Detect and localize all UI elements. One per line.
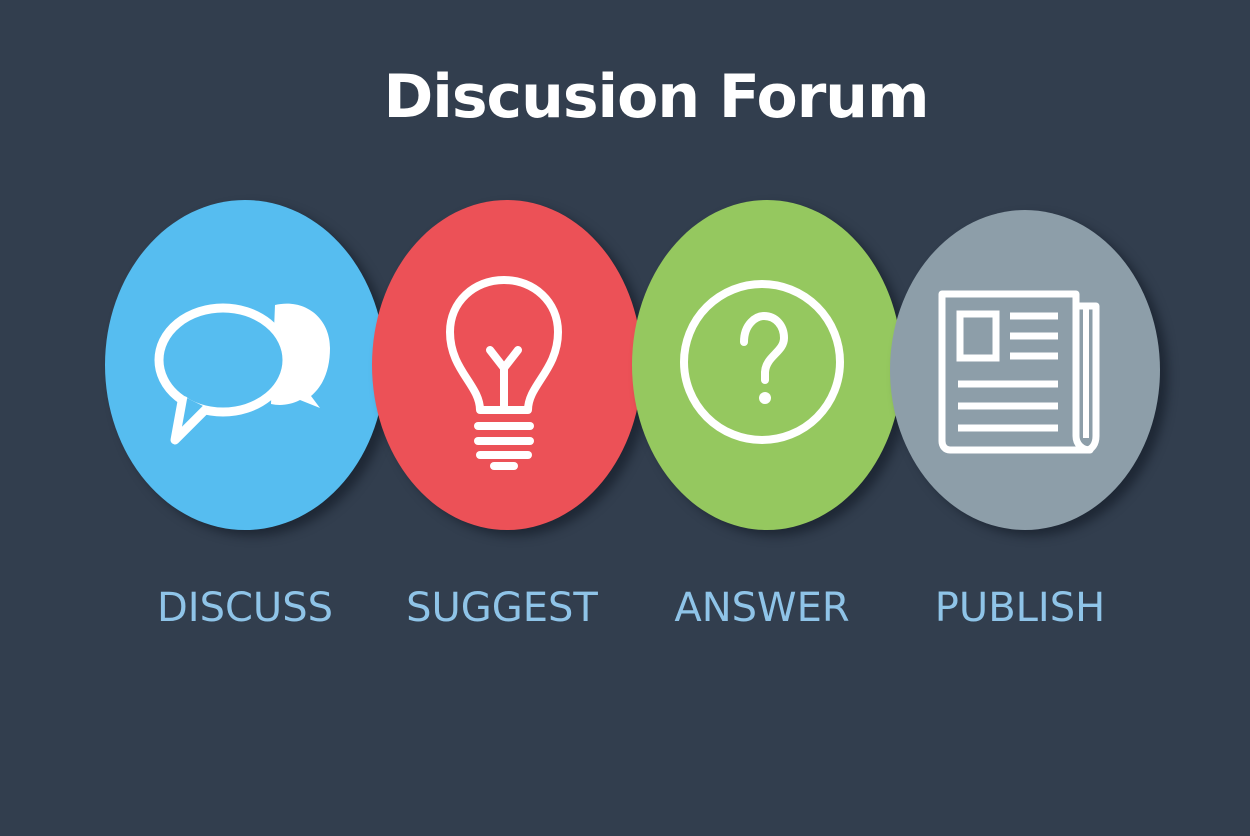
discuss-circle[interactable] [105,200,385,530]
newspaper-icon [938,290,1100,454]
suggest-circle[interactable] [372,200,642,530]
page-title: Discusion Forum [383,62,929,132]
publish-circle[interactable] [890,210,1160,530]
suggest-label: SUGGEST [406,585,598,631]
publish-label: PUBLISH [934,585,1106,631]
discuss-label: DISCUSS [157,585,333,631]
question-mark-icon [680,280,844,444]
lightbulb-icon [446,276,562,470]
answer-circle[interactable] [632,200,902,530]
answer-label: ANSWER [674,585,850,631]
speech-bubbles-icon [154,303,330,445]
